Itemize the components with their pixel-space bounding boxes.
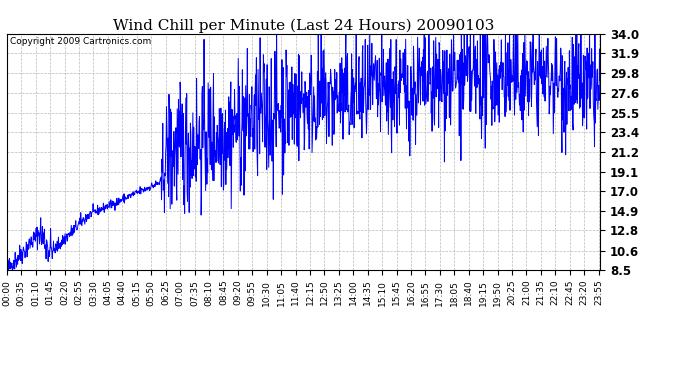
Text: Copyright 2009 Cartronics.com: Copyright 2009 Cartronics.com: [10, 37, 151, 46]
Title: Wind Chill per Minute (Last 24 Hours) 20090103: Wind Chill per Minute (Last 24 Hours) 20…: [113, 18, 494, 33]
